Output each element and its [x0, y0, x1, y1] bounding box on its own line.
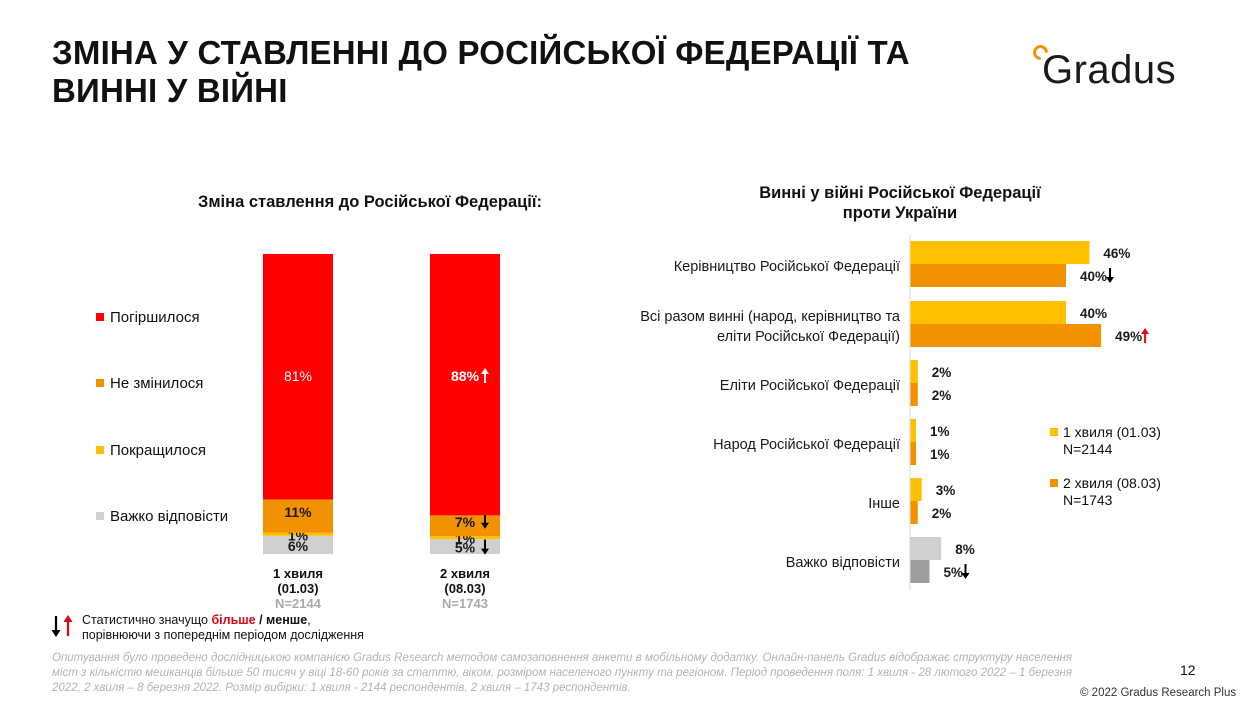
bar [910, 560, 930, 583]
page-title: ЗМІНА У СТАВЛЕННІ ДО РОСІЙСЬКОЇ ФЕДЕРАЦІ… [52, 34, 1012, 110]
data-label: 2% [932, 506, 952, 521]
data-label: 46% [1103, 246, 1130, 261]
copyright: © 2022 Gradus Research Plus [1080, 687, 1237, 699]
page-number: 12 [1180, 662, 1196, 678]
left-chart-title: Зміна ставлення до Російської Федерації: [198, 193, 542, 211]
legend-swatch [1050, 479, 1058, 487]
data-label: 88% [451, 368, 480, 384]
column-label-line: 1 хвиля [273, 566, 323, 581]
column-label-wave2: 2 хвиля (08.03) N=1743 [410, 566, 520, 611]
data-label: 1% [930, 424, 950, 439]
column-label-line: 2 хвиля [440, 566, 490, 581]
column-label-wave1: 1 хвиля (01.03) N=2144 [243, 566, 353, 611]
category-label: Важко відповісти [786, 555, 900, 571]
significance-note: Статистично значущо більше / менше, порі… [82, 613, 412, 643]
legend-label: 2 хвиля (08.03) [1063, 475, 1161, 491]
data-label: 81% [284, 368, 312, 384]
legend-label: Важко відповісти [110, 508, 229, 525]
data-label: 1% [930, 447, 950, 462]
bar [910, 383, 918, 406]
legend-entry-wave1: 1 хвиля (01.03) N=2144 [1050, 424, 1210, 458]
right-chart-title-line1: Винні у війні Російської Федерації [759, 184, 1041, 202]
right-chart-title: Винні у війні Російської Федерації проти… [640, 183, 1160, 223]
stacked-bar-segment [263, 535, 333, 554]
bar [910, 442, 916, 465]
legend-item-hard: Важко відповісти [96, 508, 228, 526]
legend-item-better: Покращилося [96, 442, 206, 460]
data-label: 2% [932, 388, 952, 403]
category-label: Народ Російської Федерації [713, 437, 900, 453]
legend-swatch [1050, 428, 1058, 436]
bar [910, 537, 942, 560]
category-label: еліти Російської Федерації) [717, 329, 900, 345]
category-label: Всі разом винні (народ, керівництво та [640, 309, 901, 325]
data-label: 7% [455, 514, 476, 530]
legend-label: Не змінилося [110, 375, 204, 392]
legend-item-unchanged: Не змінилося [96, 375, 203, 393]
legend-label: Покращилося [110, 442, 206, 459]
note-line2: порівнюючи з попереднім періодом дослідж… [82, 628, 364, 642]
legend-n: N=1743 [1063, 492, 1113, 508]
column-label-line: (01.03) [277, 581, 319, 596]
bar [910, 301, 1066, 324]
arrow-up-icon [1141, 328, 1150, 343]
column-label-n: N=2144 [275, 596, 321, 611]
data-label: 6% [288, 538, 309, 554]
stacked-bar-segment [263, 532, 333, 536]
bar [910, 264, 1066, 287]
column-label-n: N=1743 [442, 596, 488, 611]
bar [910, 241, 1090, 264]
bar [910, 501, 918, 524]
legend-swatch [96, 512, 104, 520]
data-label: 40% [1080, 269, 1107, 284]
note-line1: Статистично значущо більше / менше, [82, 613, 412, 628]
legend-n: N=2144 [1063, 441, 1113, 457]
legend-swatch [96, 313, 104, 321]
stacked-bar-segment [430, 515, 500, 537]
legend-item-worse: Погіршилося [96, 309, 200, 327]
category-label: Інше [868, 496, 900, 512]
bar [910, 478, 922, 501]
stacked-bar-segment [430, 536, 500, 540]
stacked-bar-segment [263, 499, 333, 533]
stacked-bar-segment [263, 254, 333, 500]
note-sep: / менше [255, 613, 308, 627]
data-label: 5% [944, 565, 964, 580]
arrow-up-icon [481, 368, 489, 383]
legend-label: Погіршилося [110, 309, 200, 326]
legend-swatch [96, 379, 104, 387]
data-label: 49% [1115, 329, 1142, 344]
data-label: 2% [932, 365, 952, 380]
legend-label: 1 хвиля (01.03) [1063, 424, 1161, 440]
data-label: 11% [284, 504, 312, 520]
page-title-line1: ЗМІНА У СТАВЛЕННІ ДО РОСІЙСЬКОЇ ФЕДЕРАЦІ… [52, 34, 910, 71]
significance-arrows-icon [51, 615, 73, 637]
note-part2: , [307, 613, 311, 627]
bar [910, 324, 1102, 347]
arrow-down-icon [1106, 268, 1114, 283]
stacked-bar-segment [430, 254, 500, 516]
arrow-down-icon [961, 564, 970, 579]
data-label: 3% [936, 483, 956, 498]
legend-swatch [96, 446, 104, 454]
data-label: 40% [1080, 306, 1107, 321]
legend-entry-wave2: 2 хвиля (08.03) N=1743 [1050, 475, 1210, 509]
note-more: більше [211, 613, 256, 627]
category-label: Керівництво Російської Федерації [674, 259, 900, 275]
note-part1: Статистично значущо [82, 613, 212, 627]
column-label-line: (08.03) [444, 581, 486, 596]
right-chart-title-line2: проти України [842, 204, 958, 222]
logo-text: Gradus [1042, 48, 1177, 92]
bar [910, 360, 918, 383]
arrow-down-icon [481, 539, 489, 555]
page-title-line2: ВИННІ У ВІЙНІ [52, 72, 288, 109]
category-label: Еліти Російської Федерації [720, 378, 900, 394]
methodology-footer: Опитування було проведено дослідницькою … [52, 652, 1072, 694]
arrow-down-icon [481, 513, 489, 529]
bar [910, 419, 916, 442]
gradus-logo: Gradus [1029, 40, 1205, 100]
data-label: 8% [955, 542, 975, 557]
data-label: 5% [455, 540, 476, 556]
